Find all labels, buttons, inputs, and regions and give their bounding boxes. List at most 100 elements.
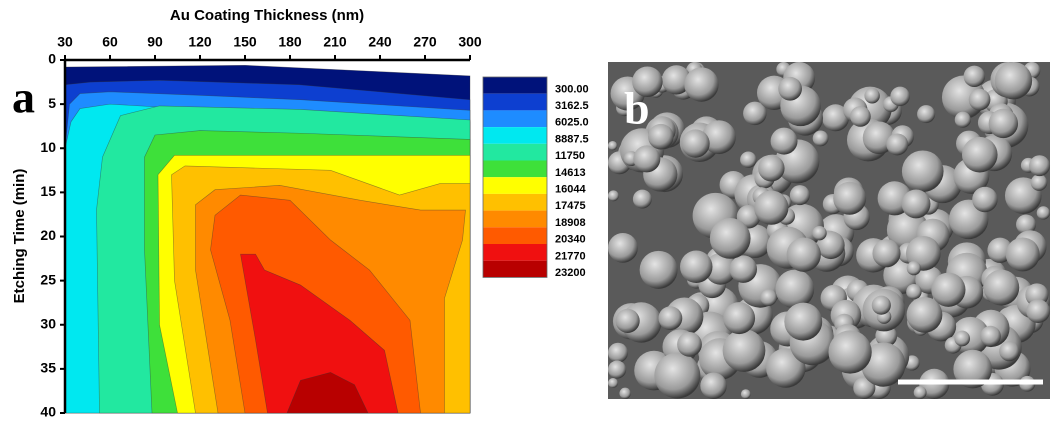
- sem-grain: [654, 353, 700, 399]
- sem-grain: [954, 331, 970, 347]
- colorbar-swatch: [483, 110, 547, 127]
- sem-grain: [1026, 299, 1050, 323]
- x-tick-label: 90: [147, 34, 163, 50]
- x-tick-label: 240: [368, 34, 392, 50]
- sem-grain: [886, 133, 908, 155]
- colorbar-swatch: [483, 194, 547, 211]
- sem-grain: [608, 233, 638, 263]
- sem-grain: [740, 152, 756, 168]
- sem-grain: [1037, 206, 1050, 219]
- colorbar-label: 300.00: [555, 83, 589, 95]
- sem-grain: [723, 329, 766, 372]
- sem-grain: [995, 62, 1032, 99]
- colorbar-swatch: [483, 161, 547, 178]
- sem-grain: [640, 251, 678, 289]
- sem-grain: [723, 302, 755, 334]
- sem-grain: [833, 182, 866, 215]
- panel-label: b: [624, 83, 650, 134]
- sem-grain: [710, 218, 751, 259]
- colorbar-label: 16044: [555, 183, 586, 195]
- x-tick-label: 30: [57, 34, 73, 50]
- x-tick-label: 60: [102, 34, 118, 50]
- sem-grain: [983, 270, 1019, 306]
- x-tick-label: 120: [188, 34, 212, 50]
- sem-grain: [633, 145, 660, 172]
- sem-grain: [914, 386, 927, 399]
- colorbar-label: 11750: [555, 150, 585, 162]
- y-tick-label: 30: [40, 315, 56, 331]
- colorbar-label: 14613: [555, 167, 586, 179]
- sem-grain: [633, 190, 652, 209]
- sem-grain: [775, 270, 814, 309]
- sem-grain: [813, 131, 829, 147]
- sem-grain: [616, 309, 640, 333]
- colorbar-label: 3162.5: [555, 100, 589, 112]
- sem-grain: [907, 297, 943, 333]
- sem-grain: [648, 124, 674, 150]
- sem-grain: [1031, 174, 1048, 191]
- sem-grain: [902, 150, 944, 192]
- sem-grain: [741, 389, 751, 399]
- sem-grain: [962, 137, 998, 173]
- sem-grain: [850, 106, 871, 127]
- colorbar-swatch: [483, 127, 547, 144]
- sem-grain: [812, 226, 826, 240]
- sem-grain: [760, 289, 777, 306]
- colorbar-swatch: [483, 177, 547, 194]
- sem-grain: [872, 296, 891, 315]
- y-tick-label: 10: [40, 139, 56, 155]
- colorbar-label: 6025.0: [555, 117, 589, 129]
- y-tick-label: 35: [40, 360, 56, 376]
- sem-grain: [955, 112, 971, 128]
- colorbar-swatch: [483, 94, 547, 111]
- sem-grain: [681, 129, 709, 157]
- sem-grain: [969, 89, 991, 111]
- sem-grain: [890, 87, 909, 106]
- x-tick-label: 300: [458, 34, 482, 50]
- colorbar-label: 18908: [555, 217, 586, 229]
- colorbar-swatch: [483, 244, 547, 261]
- colorbar-label: 23200: [555, 267, 586, 279]
- colorbar-swatch: [483, 211, 547, 228]
- colorbar-swatch: [483, 144, 547, 161]
- sem-grain: [999, 341, 1019, 361]
- sem-grain: [730, 255, 758, 283]
- sem-grain: [864, 88, 879, 103]
- x-tick-label: 210: [323, 34, 347, 50]
- x-axis-title: Au Coating Thickness (nm): [170, 7, 364, 24]
- sem-grain: [608, 361, 626, 379]
- y-tick-label: 15: [40, 183, 56, 199]
- sem-grain: [658, 306, 682, 330]
- sem-grain: [754, 190, 788, 224]
- sem-grain: [902, 189, 931, 218]
- colorbar-label: 17475: [555, 200, 586, 212]
- figure: 3060901201501802102402703000510152025303…: [0, 0, 1053, 421]
- x-tick-label: 270: [413, 34, 437, 50]
- sem-grain: [790, 185, 810, 205]
- sem-grain: [680, 251, 712, 283]
- sem-grain: [787, 238, 821, 272]
- sem-grain: [608, 141, 617, 150]
- sem-image: [608, 62, 1050, 399]
- x-tick-label: 180: [278, 34, 302, 50]
- colorbar-swatch: [483, 77, 547, 94]
- sem-grain: [1029, 155, 1050, 176]
- sem-grain: [980, 326, 1001, 347]
- sem-grain: [1006, 237, 1040, 271]
- sem-grain: [608, 190, 619, 201]
- colorbar-label: 8887.5: [555, 133, 589, 145]
- sem-grain: [677, 332, 702, 357]
- sem-grain: [972, 187, 997, 212]
- sem-grain: [872, 239, 900, 267]
- y-tick-label: 20: [40, 227, 56, 243]
- colorbar-swatch: [483, 261, 547, 278]
- sem-grain: [784, 303, 822, 341]
- sem-grain: [964, 66, 985, 87]
- sem-grain: [619, 388, 630, 399]
- y-tick-label: 40: [40, 404, 56, 420]
- y-axis-title: Etching Time (min): [11, 169, 28, 304]
- sem-grain: [907, 261, 921, 275]
- sem-grain: [758, 155, 784, 181]
- x-tick-label: 150: [233, 34, 257, 50]
